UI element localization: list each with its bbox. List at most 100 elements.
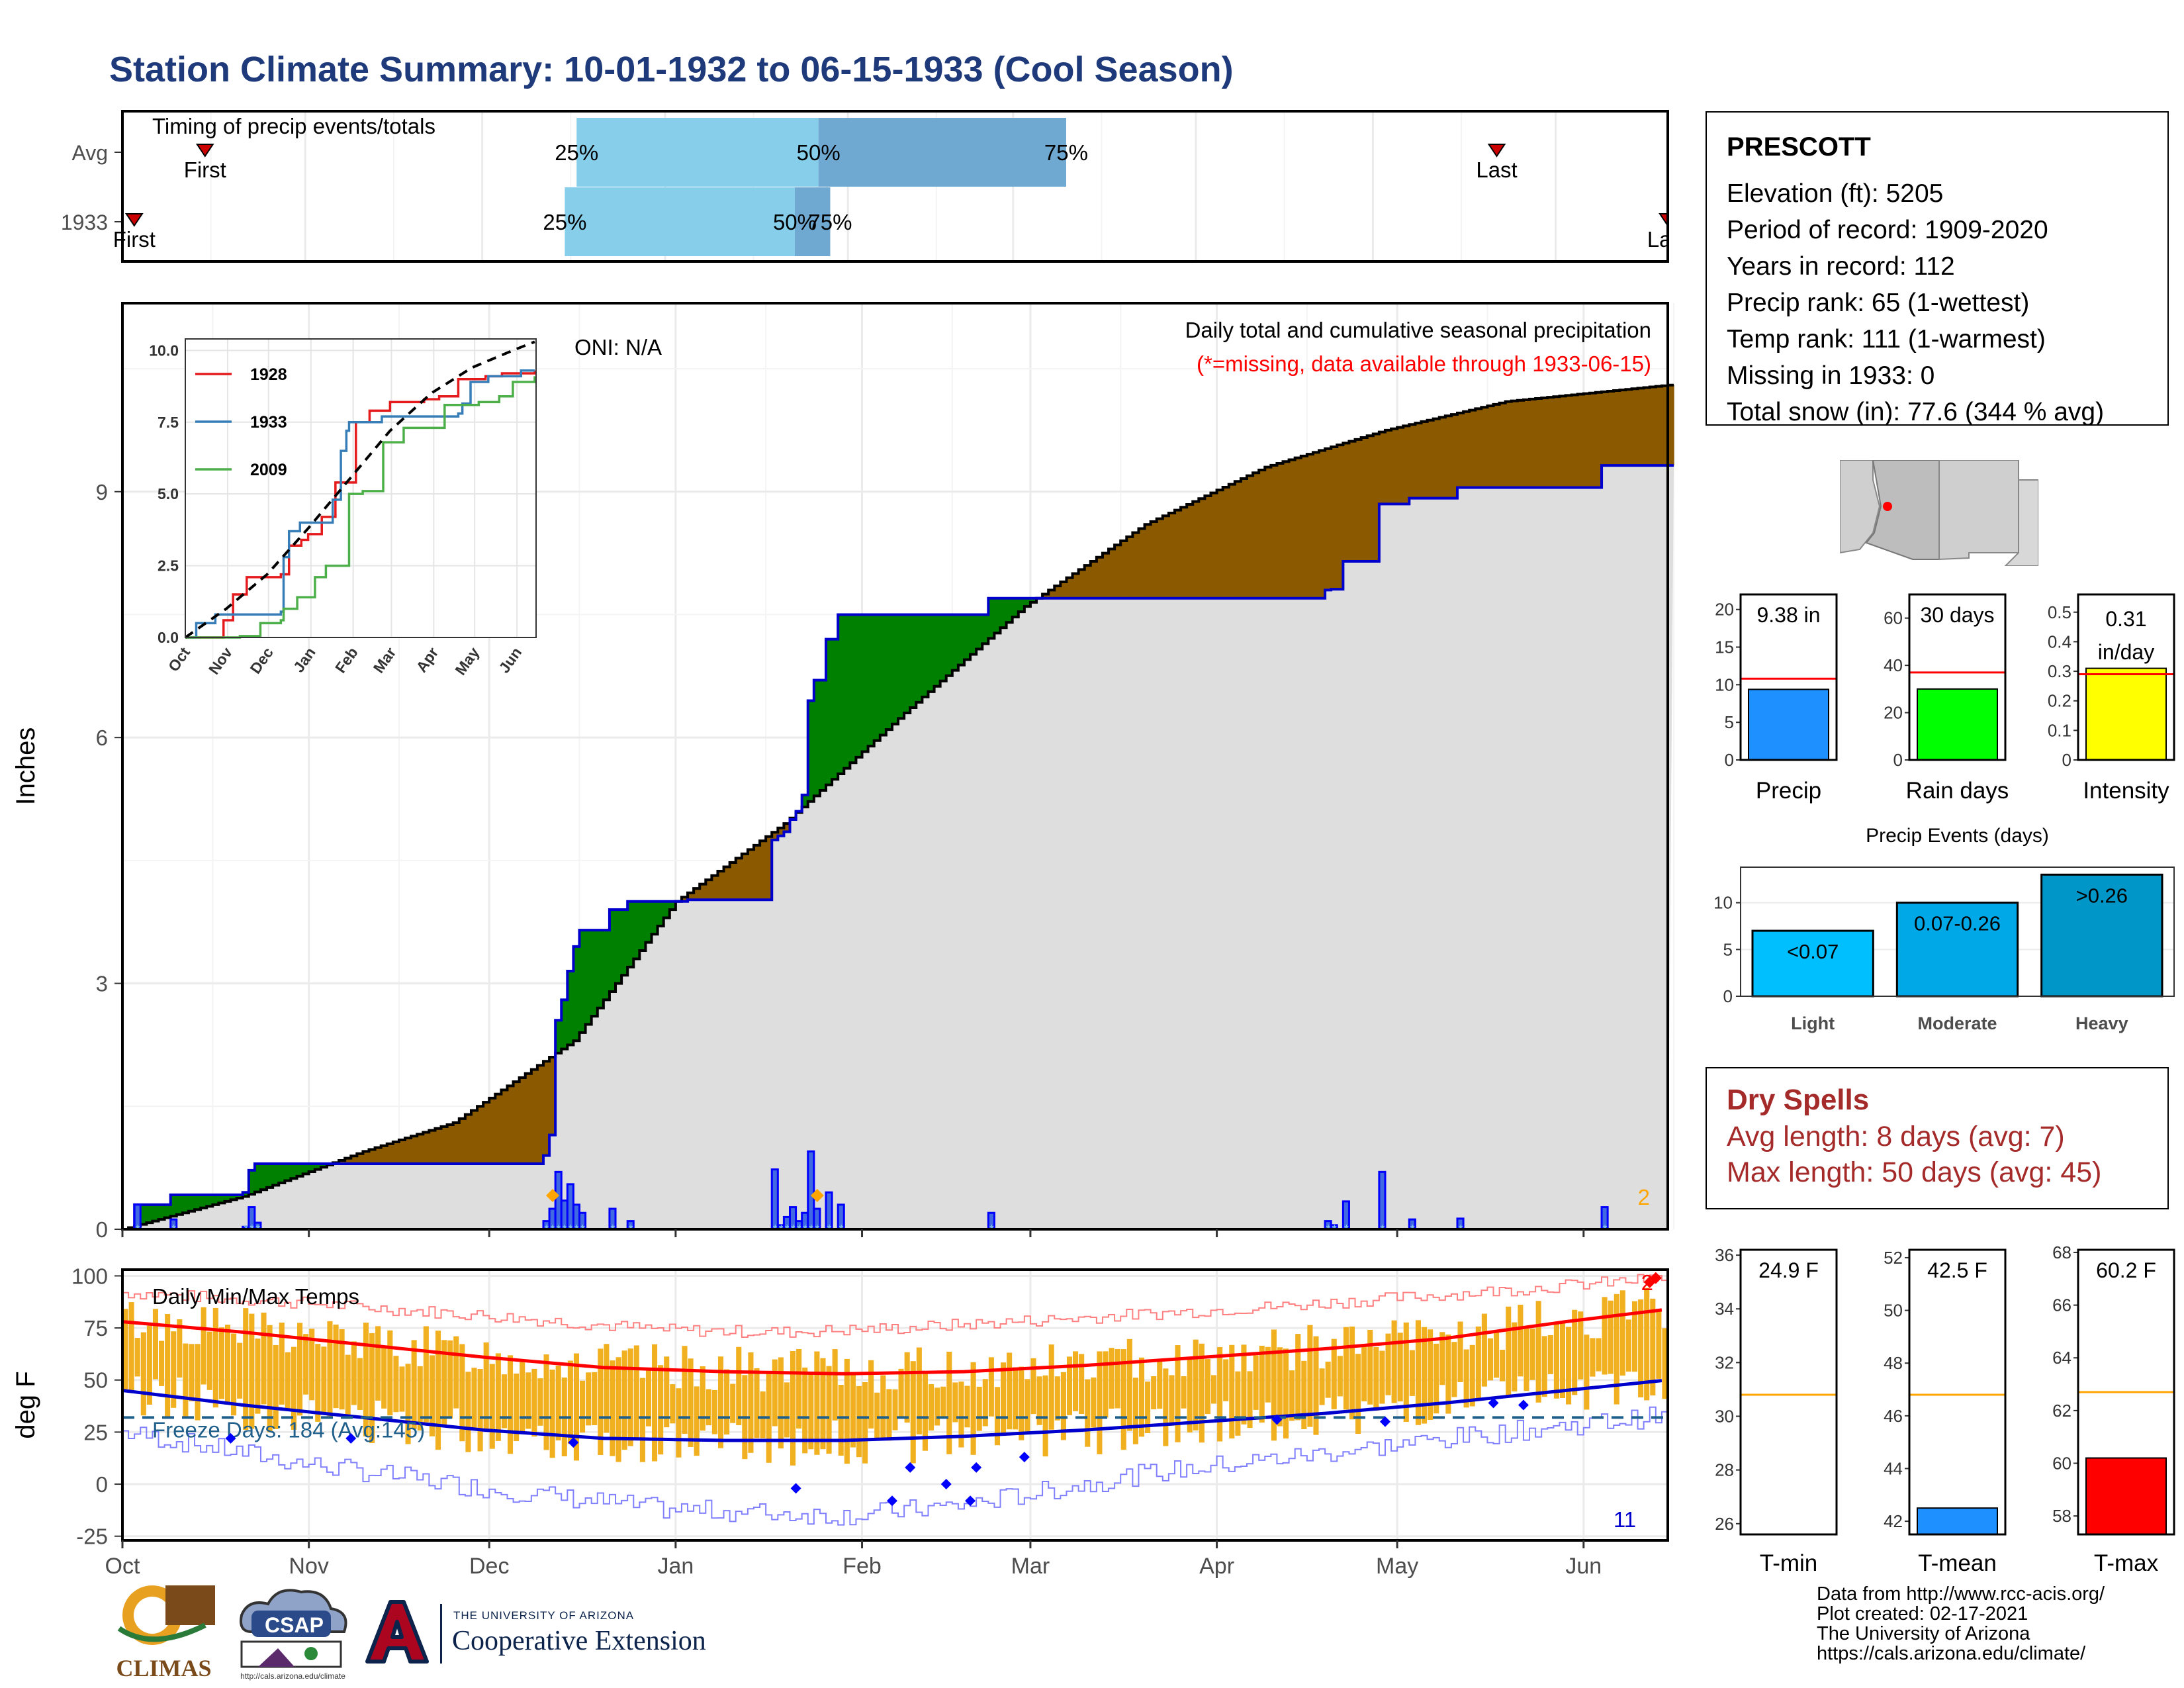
daily-temp-bar xyxy=(826,1366,832,1454)
totals-y-tick-label: 0 xyxy=(1725,750,1734,770)
tmeans-y-tick-label: 36 xyxy=(1715,1245,1734,1265)
cum-below-avg-fill xyxy=(1312,452,1320,598)
totals-y-tick-label: 0.5 xyxy=(2048,602,2071,622)
cum-above-avg-fill xyxy=(224,1195,232,1201)
record-low-marker xyxy=(1518,1399,1529,1411)
daily-temp-bar xyxy=(206,1331,212,1390)
daily-temp-bar xyxy=(477,1369,483,1452)
daily-temp-bar xyxy=(243,1308,249,1430)
daily-temp-bar xyxy=(717,1356,724,1448)
cum-above-avg-fill xyxy=(140,1204,147,1225)
daily-temp-bar xyxy=(694,1386,700,1456)
university-arizona-logo: THE UNIVERSITY OF ARIZONA Cooperative Ex… xyxy=(361,1599,758,1671)
daily-temp-bar xyxy=(1253,1355,1259,1410)
daily-precip-bar xyxy=(770,1168,779,1231)
cum-below-avg-fill xyxy=(1306,454,1314,598)
events-value-label: <0.07 xyxy=(1787,940,1839,963)
daily-temp-bar xyxy=(964,1385,970,1428)
cum-above-avg-fill xyxy=(891,614,899,724)
tmeans-y-tick-label: 34 xyxy=(1715,1299,1734,1319)
daily-temp-bar xyxy=(730,1383,736,1423)
daily-temp-bar xyxy=(495,1353,501,1441)
temp-y-tick-label: 100 xyxy=(71,1264,108,1288)
daily-temp-bar xyxy=(165,1314,171,1418)
totals-panel-frame xyxy=(1908,593,2007,761)
daily-temp-bar xyxy=(1325,1361,1331,1398)
daily-temp-bar xyxy=(1000,1362,1007,1436)
cum-above-avg-fill xyxy=(561,1000,568,1049)
cum-below-avg-fill xyxy=(1409,424,1416,498)
cum-below-avg-fill xyxy=(1457,412,1464,488)
cum-above-avg-fill xyxy=(988,598,995,639)
cum-below-avg-fill xyxy=(1385,430,1392,504)
daily-temp-bar xyxy=(645,1367,652,1427)
cum-below-avg-fill xyxy=(357,1153,364,1164)
cum-below-avg-fill xyxy=(363,1151,370,1164)
daily-temp-bar xyxy=(1042,1375,1048,1457)
cum-below-avg-fill xyxy=(1240,478,1248,598)
daily-temp-bar xyxy=(1265,1346,1271,1403)
daily-temp-bar xyxy=(1103,1351,1109,1418)
daily-temp-bar xyxy=(152,1309,159,1380)
record-min-line xyxy=(122,1406,1668,1526)
cum-below-avg-fill xyxy=(1367,436,1374,561)
station-info-box: PRESCOTT Elevation (ft): 5205 Period of … xyxy=(1706,111,2169,426)
daily-temp-bar xyxy=(1541,1336,1547,1397)
credit-data-source: Data from http://www.rcc-acis.org/ xyxy=(1817,1583,2105,1605)
daily-temp-bar xyxy=(1433,1343,1439,1414)
daily-temp-bar xyxy=(1132,1378,1138,1444)
daily-temp-bar xyxy=(1175,1345,1181,1442)
temp-x-tick-label: Jun xyxy=(1565,1554,1602,1579)
events-y-tick-label: 10 xyxy=(1713,893,1733,913)
cum-below-avg-fill xyxy=(507,1086,514,1164)
temp-x-tick-label: May xyxy=(1376,1554,1418,1579)
cum-below-avg-fill xyxy=(1120,541,1127,598)
temp-count-bottom: 11 xyxy=(1614,1507,1636,1532)
daily-temp-bar xyxy=(291,1346,296,1430)
inset-legend-label: 1928 xyxy=(250,365,287,384)
cum-below-avg-fill xyxy=(1078,569,1085,598)
daily-temp-bar xyxy=(1187,1359,1193,1432)
cum-below-avg-fill xyxy=(453,1123,460,1164)
daily-temp-bar xyxy=(754,1368,760,1438)
daily-temp-bar xyxy=(1013,1367,1019,1430)
daily-temp-bar xyxy=(988,1357,994,1417)
cum-above-avg-fill xyxy=(862,614,869,752)
tmeans-y-tick-label: 44 xyxy=(1884,1458,1903,1478)
cum-below-avg-fill xyxy=(1054,586,1061,598)
daily-temp-bar xyxy=(658,1365,664,1455)
daily-temp-bar xyxy=(1181,1376,1187,1409)
cum-above-avg-fill xyxy=(279,1163,285,1184)
cum-below-avg-fill xyxy=(519,1077,526,1164)
station-snow: Total snow (in): 77.6 (344 % avg) xyxy=(1727,398,2105,426)
daily-temp-bar xyxy=(1343,1327,1349,1410)
location-map xyxy=(1840,460,2038,566)
daily-temp-bar xyxy=(1512,1322,1518,1391)
totals-bar-intensity xyxy=(2085,667,2167,761)
cum-above-avg-fill xyxy=(868,614,875,747)
tmeans-panel-bg xyxy=(1741,1250,1837,1534)
temp-x-tick-label: Nov xyxy=(289,1554,328,1579)
record-low-marker xyxy=(225,1432,236,1444)
cum-above-avg-fill xyxy=(898,614,905,719)
daily-temp-bar xyxy=(1349,1326,1355,1420)
tmeans-y-tick-label: 42 xyxy=(1884,1511,1903,1531)
cum-below-avg-fill xyxy=(1150,521,1158,598)
cum-below-avg-fill xyxy=(1608,391,1614,466)
cum-below-avg-fill xyxy=(1168,512,1175,598)
daily-temp-bar xyxy=(904,1352,910,1423)
cum-below-avg-fill xyxy=(1253,473,1259,598)
daily-temp-bar xyxy=(1625,1319,1631,1372)
daily-temp-bar xyxy=(604,1344,610,1433)
daily-temp-bar xyxy=(592,1372,598,1425)
totals-y-tick-label: 10 xyxy=(1715,675,1734,694)
daily-temp-bar xyxy=(146,1325,152,1405)
daily-temp-bar xyxy=(892,1389,898,1430)
daily-temp-bar xyxy=(1229,1344,1235,1439)
tmeans-y-tick-label: 60 xyxy=(2052,1454,2071,1474)
daily-temp-bar xyxy=(1085,1379,1091,1447)
daily-temp-bar xyxy=(1662,1328,1668,1399)
cum-below-avg-fill xyxy=(429,1130,436,1164)
cum-below-avg-fill xyxy=(1433,418,1440,498)
